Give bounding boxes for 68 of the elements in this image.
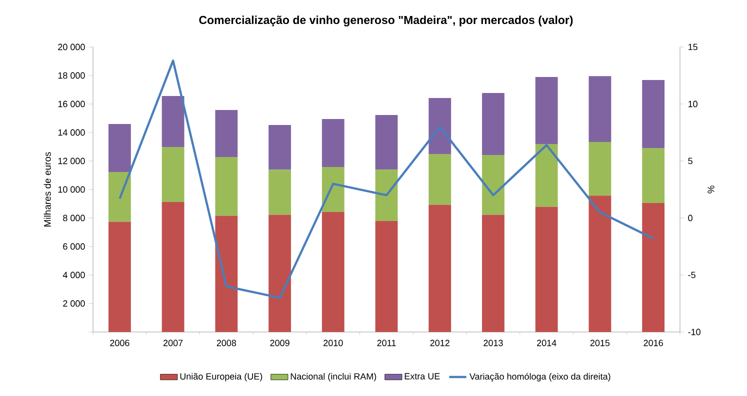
y-tick-label: 6 000 [63, 243, 85, 250]
bar [588, 196, 612, 332]
bar [322, 212, 344, 332]
bar [215, 157, 238, 216]
line-series [118, 60, 654, 299]
x-tick-label: 2016 [644, 340, 663, 346]
bar [322, 166, 344, 212]
bar [588, 76, 612, 142]
y-tick-label: 2 000 [63, 300, 85, 307]
x-tick-label: 2014 [537, 340, 556, 346]
x-tick-label: 2015 [590, 340, 610, 346]
bar [642, 203, 665, 332]
bar [215, 110, 238, 157]
y-tick-label: 16 000 [58, 100, 85, 108]
x-tick-label: 2009 [270, 340, 290, 346]
y2-axis-title: % [708, 186, 714, 194]
bar [642, 80, 665, 148]
y-axis-title: Milhares de euros [44, 152, 51, 226]
y2-tick-label: 5 [688, 158, 692, 164]
y2-tick-label: -5 [688, 272, 696, 278]
x-tick-label: 2010 [324, 340, 343, 346]
legend-label: União Europeia (UE) [180, 373, 262, 382]
bar [642, 148, 665, 204]
bar [162, 202, 184, 332]
y-tick-label: 20 000 [58, 44, 85, 50]
bar [108, 222, 131, 332]
legend-label: Nacional (inclui RAM) [290, 373, 376, 382]
legend-label: Variação homóloga (eixo da direita) [469, 372, 610, 382]
x-tick-label: 2013 [484, 340, 503, 346]
y-tick-label: 4 000 [62, 272, 85, 278]
bar [375, 220, 398, 332]
bar [428, 154, 452, 205]
bar [535, 77, 558, 144]
bar [162, 147, 184, 202]
bar [428, 204, 452, 332]
x-tick-label: 2012 [430, 340, 450, 346]
y-tick-label: 18 000 [58, 72, 85, 79]
bar [215, 216, 238, 332]
legend-label: Extra UE [404, 373, 440, 380]
bar [108, 124, 131, 172]
y2-tick-label: 0 [688, 214, 692, 222]
bar [268, 170, 291, 215]
bar [482, 93, 504, 156]
bar [428, 98, 452, 154]
y-tick-label: 8 000 [63, 214, 85, 222]
bar [588, 142, 612, 196]
y2-tick-label: 10 [688, 100, 698, 108]
x-tick-label: 2011 [377, 340, 396, 346]
y-tick-label: 12 000 [58, 158, 85, 164]
chart-title: Comercialização de vinho generoso "Madeira", por mercados (valor) [199, 16, 573, 26]
bar [268, 124, 291, 170]
y-tick-label: 14 000 [58, 129, 85, 136]
bar [375, 114, 398, 170]
y2-tick-label: 15 [688, 44, 698, 50]
x-tick-label: 2006 [110, 340, 130, 346]
bar [535, 206, 558, 332]
y-tick-label: 10 000 [58, 186, 85, 193]
bar [108, 172, 131, 222]
bar [162, 96, 184, 148]
x-tick-label: 2007 [164, 340, 183, 346]
y2-tick-label: -10 [688, 328, 700, 336]
bar [482, 214, 504, 332]
bar [375, 170, 398, 221]
x-tick-label: 2008 [216, 340, 236, 346]
bar [482, 155, 504, 215]
bar [268, 214, 291, 332]
bar [535, 144, 558, 207]
bar [322, 118, 344, 167]
